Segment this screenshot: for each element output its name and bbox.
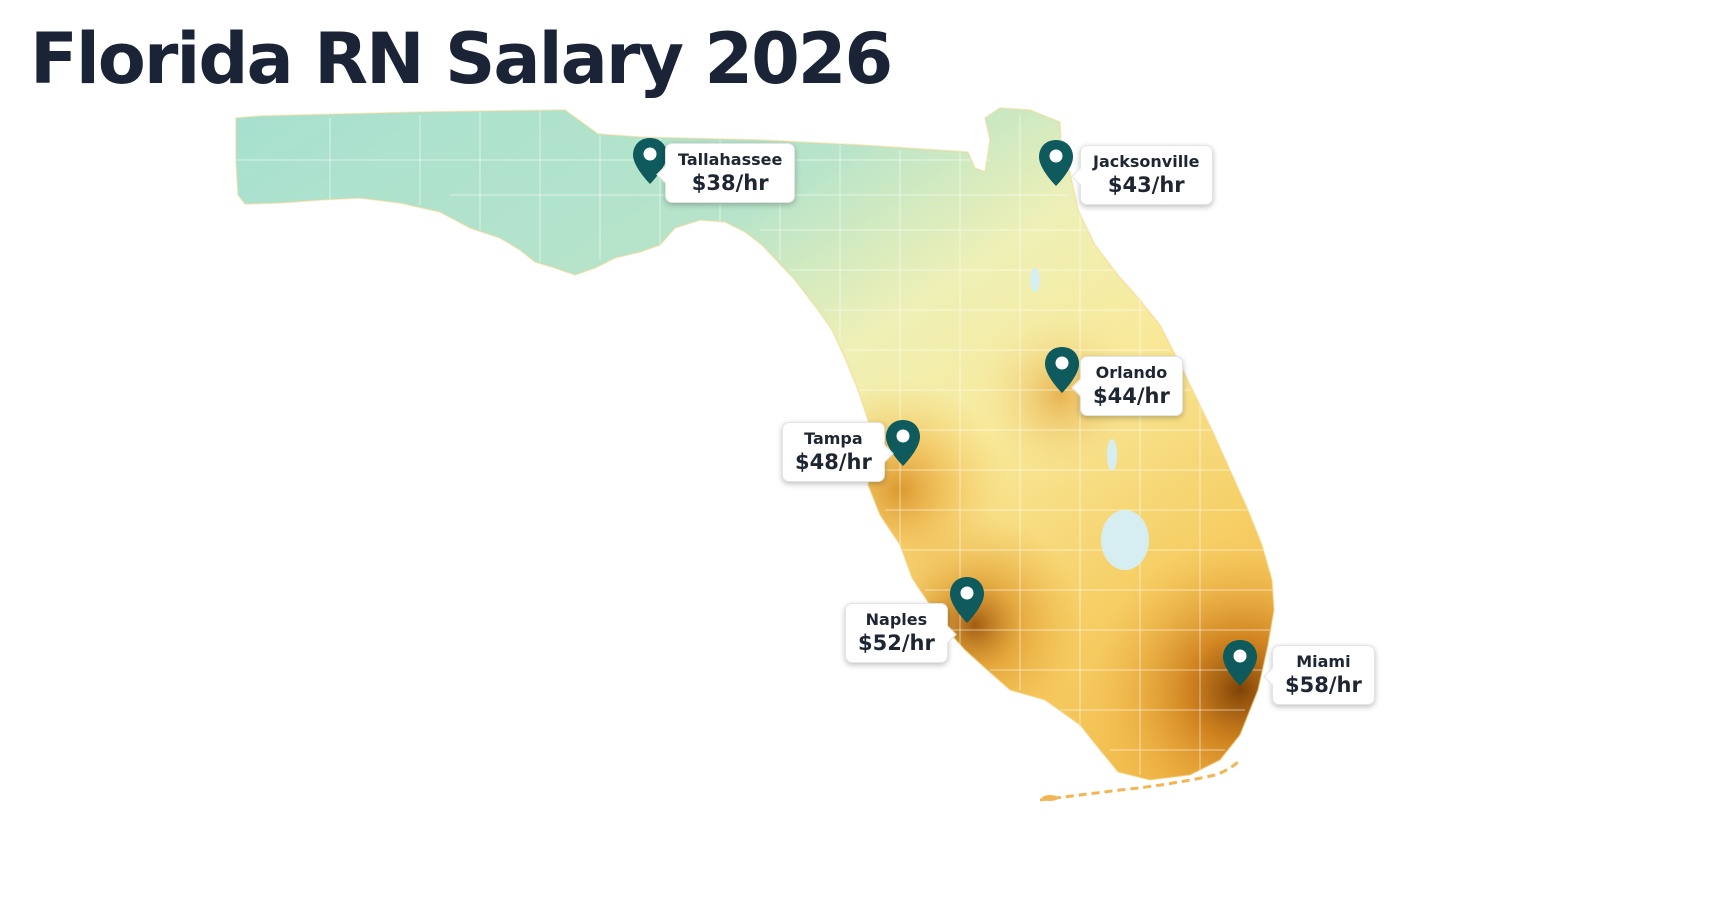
map-pin-icon bbox=[1039, 140, 1073, 186]
city-name: Naples bbox=[865, 610, 928, 629]
label-orlando: Orlando $44/hr bbox=[1080, 356, 1183, 416]
map-pin-icon bbox=[950, 577, 984, 623]
label-miami: Miami $58/hr bbox=[1272, 645, 1375, 705]
lake-icon bbox=[1030, 268, 1040, 292]
label-tallahassee: Tallahassee $38/hr bbox=[665, 143, 796, 203]
map-pin-icon bbox=[886, 420, 920, 466]
salary-rate: $38/hr bbox=[691, 171, 769, 195]
florida-keys bbox=[1039, 758, 1242, 802]
label-jacksonville: Jacksonville $43/hr bbox=[1080, 145, 1213, 205]
salary-rate: $52/hr bbox=[858, 631, 935, 655]
salary-rate: $48/hr bbox=[795, 450, 872, 474]
label-tampa: Tampa $48/hr bbox=[782, 422, 885, 482]
label-naples: Naples $52/hr bbox=[845, 603, 948, 663]
city-name: Miami bbox=[1296, 652, 1351, 671]
salary-rate: $44/hr bbox=[1093, 384, 1170, 408]
map-pin-icon bbox=[1045, 347, 1079, 393]
city-name: Orlando bbox=[1095, 363, 1168, 382]
page-title: Florida RN Salary 2026 bbox=[30, 18, 893, 100]
lake-okeechobee bbox=[1101, 510, 1149, 570]
city-name: Tallahassee bbox=[678, 150, 783, 169]
salary-rate: $43/hr bbox=[1107, 173, 1185, 197]
map-pin-icon bbox=[1223, 640, 1257, 686]
key-west bbox=[1042, 795, 1058, 801]
city-name: Jacksonville bbox=[1093, 152, 1200, 171]
lake-icon bbox=[1107, 439, 1117, 471]
salary-rate: $58/hr bbox=[1285, 673, 1362, 697]
city-name: Tampa bbox=[804, 429, 863, 448]
